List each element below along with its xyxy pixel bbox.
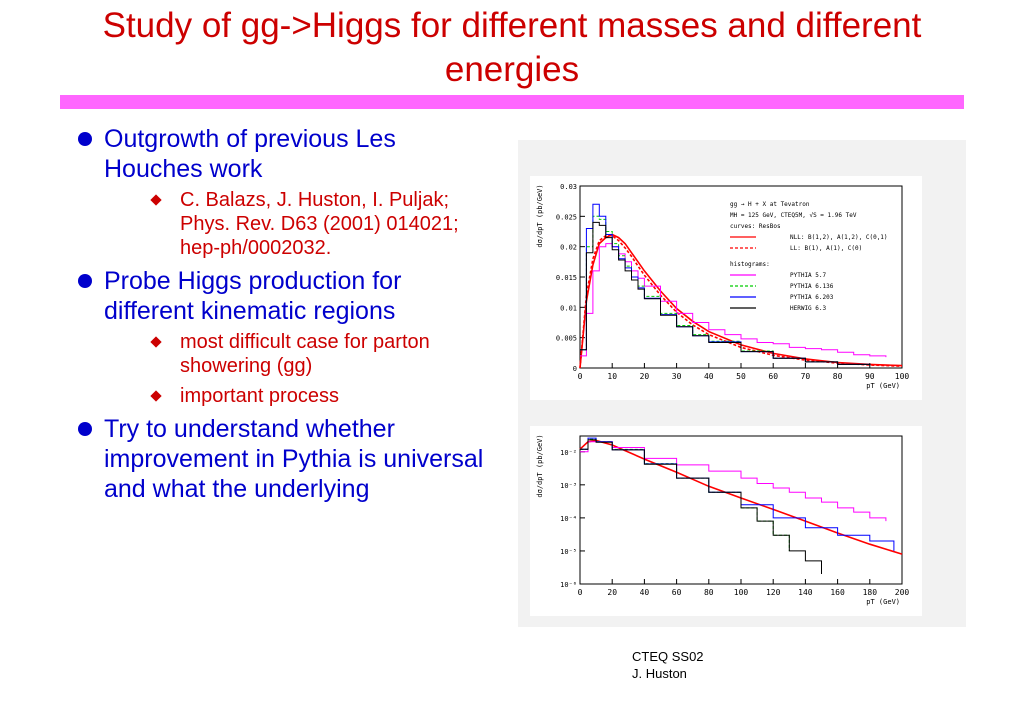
- y-tick-label: 10⁻⁴: [560, 515, 577, 523]
- legend-entry: PYTHIA 6.203: [790, 294, 834, 301]
- log-pt-plot: 0 20 40 60 80 100 120 140 160 180 200 10⁻² 10⁻³ 10⁻⁴ 1…: [530, 426, 922, 616]
- x-tick-label: 50: [736, 372, 746, 381]
- sub-bullet-item: C. Balazs, J. Huston, I. Puljak; Phys. R…: [138, 188, 495, 260]
- legend-entry: PYTHIA 5.7: [790, 272, 827, 279]
- plot-panel: 0 10 20 30 40 50 60 70 80 90 100 0 0.005 0.01 0.015 0.0…: [518, 140, 966, 627]
- series-line: [580, 441, 887, 522]
- sub-bullet-text: C. Balazs, J. Huston, I. Puljak; Phys. R…: [180, 189, 459, 259]
- bullet-text: Outgrowth of previous Les Houches work: [104, 125, 396, 183]
- x-tick-label: 100: [895, 372, 910, 381]
- x-tick-label: 60: [672, 588, 682, 597]
- x-tick-label: 90: [865, 372, 875, 381]
- y-tick-label: 10⁻²: [560, 449, 577, 457]
- bullet-list: Outgrowth of previous Les Houches work C…: [70, 124, 495, 508]
- bullet-item: Outgrowth of previous Les Houches work C…: [70, 124, 495, 260]
- y-tick-label: 0.02: [560, 244, 577, 252]
- x-tick-label: 200: [895, 588, 910, 597]
- x-tick-label: 140: [798, 588, 813, 597]
- sub-bullet-item: most difficult case for parton showering…: [138, 330, 495, 378]
- x-tick-label: 20: [640, 372, 650, 381]
- legend-curves-label: curves: ResBos: [730, 223, 781, 230]
- title-underline-bar: [60, 95, 964, 109]
- series-line: [580, 439, 822, 574]
- series-line: [580, 243, 887, 358]
- bullet-item: Try to understand whether improvement in…: [70, 414, 495, 504]
- y-tick-label: 0.015: [556, 274, 577, 282]
- bullet-text: Try to understand whether improvement in…: [104, 415, 484, 503]
- y-tick-label: 0.03: [560, 183, 577, 191]
- y-tick-label: 10⁻³: [560, 482, 577, 490]
- y-tick-label: 0.01: [560, 304, 577, 312]
- sub-bullet-text: important process: [180, 385, 339, 407]
- legend-entry: HERWIG 6.3: [790, 305, 827, 312]
- x-axis-label: pT (GeV): [866, 382, 900, 390]
- legend-header: MH = 125 GeV, CTEQ5M, √S = 1.96 TeV: [730, 212, 857, 219]
- x-tick-label: 30: [672, 372, 682, 381]
- legend-histograms-label: histograms:: [730, 261, 770, 268]
- x-tick-label: 180: [863, 588, 878, 597]
- legend-header: gg → H + X at Tevatron: [730, 201, 810, 208]
- x-tick-label: 20: [607, 588, 617, 597]
- linear-pt-plot: 0 10 20 30 40 50 60 70 80 90 100 0 0.005 0.01 0.015 0.0…: [530, 176, 922, 400]
- y-tick-label: 0.025: [556, 213, 577, 221]
- bullet-item: Probe Higgs production for different kin…: [70, 266, 495, 408]
- x-tick-label: 40: [640, 588, 650, 597]
- series-line: [579, 233, 903, 369]
- diamond-bullet-icon: [150, 336, 162, 348]
- sub-bullet-text: most difficult case for parton showering…: [180, 331, 430, 377]
- bullet-text: Probe Higgs production for different kin…: [104, 267, 402, 325]
- x-tick-label: 0: [578, 372, 583, 381]
- series-line: [579, 234, 903, 369]
- x-tick-label: 0: [578, 588, 583, 597]
- bullet-dot-icon: [78, 274, 92, 288]
- y-tick-label: 0.005: [556, 335, 577, 343]
- y-tick-label: 10⁻⁵: [560, 548, 577, 556]
- series-line: [580, 221, 871, 366]
- legend-entry: PYTHIA 6.136: [790, 283, 834, 290]
- plots-svg: 0 10 20 30 40 50 60 70 80 90 100 0 0.005 0.01 0.015 0.0…: [530, 176, 922, 616]
- y-axis-label: dσ/dpT (pb/GeV): [536, 434, 544, 497]
- legend-entry: NLL: B(1,2), A(1,2), C(0,1): [790, 234, 888, 241]
- x-tick-label: 120: [766, 588, 781, 597]
- y-tick-label: 0: [573, 365, 577, 373]
- y-axis-label: dσ/dpT (pb/GeV): [536, 184, 544, 247]
- x-axis-label: pT (GeV): [866, 598, 900, 606]
- x-tick-label: 10: [607, 372, 617, 381]
- x-tick-label: 70: [801, 372, 811, 381]
- x-tick-label: 60: [768, 372, 778, 381]
- footer: CTEQ SS02 J. Huston: [632, 648, 704, 682]
- diamond-bullet-icon: [150, 194, 162, 206]
- legend-entry: LL: B(1), A(1), C(0): [790, 245, 862, 252]
- plot-background: [530, 176, 922, 400]
- x-tick-label: 160: [830, 588, 845, 597]
- sub-bullet-item: important process: [138, 384, 495, 408]
- x-tick-label: 80: [704, 588, 714, 597]
- y-tick-label: 10⁻⁶: [560, 581, 577, 589]
- bullet-dot-icon: [78, 422, 92, 436]
- x-tick-label: 40: [704, 372, 714, 381]
- bullet-dot-icon: [78, 132, 92, 146]
- slide-title: Study of gg->Higgs for different masses …: [102, 6, 922, 89]
- x-tick-label: 100: [734, 588, 749, 597]
- diamond-bullet-icon: [150, 390, 162, 402]
- footer-line-1: CTEQ SS02: [632, 649, 704, 664]
- x-tick-label: 80: [833, 372, 843, 381]
- footer-line-2: J. Huston: [632, 666, 687, 681]
